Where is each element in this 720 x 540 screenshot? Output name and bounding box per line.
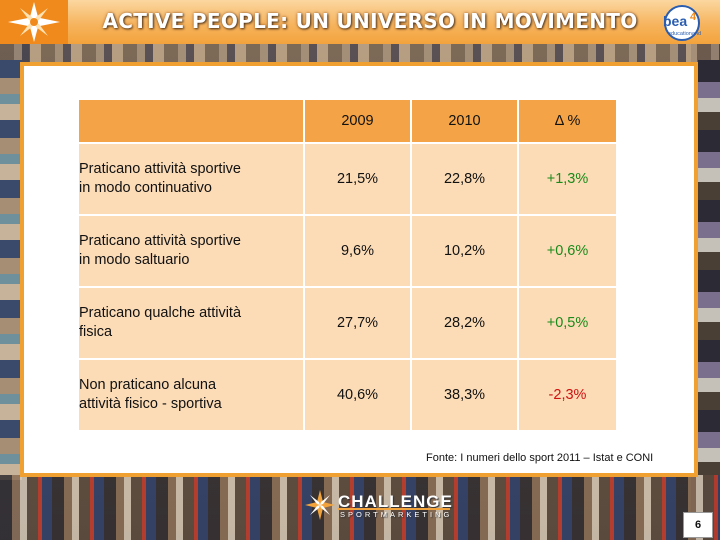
table-row: Non praticano alcuna attività fisico - sp…	[79, 360, 616, 430]
row-label: Praticano qualche attività fisica	[79, 288, 303, 358]
header-bar: ACTIVE PEOPLE: UN UNIVERSO IN MOVIMENTO …	[0, 0, 720, 44]
row-label: Praticano attività sportive in modo conti…	[79, 144, 303, 214]
challenge-star-logo-icon	[305, 490, 335, 520]
challenge-brand-subtitle: SPORTMARKETING	[340, 510, 453, 519]
page-title: ACTIVE PEOPLE: UN UNIVERSO IN MOVIMENTO	[102, 9, 638, 33]
challenge-brand-underline	[338, 508, 450, 510]
challenge-brand-text: CHALLENGE	[338, 492, 453, 511]
cell-2010: 38,3%	[412, 360, 517, 430]
column-header-2009: 2009	[305, 100, 410, 142]
cell-delta: +0,6%	[519, 216, 616, 286]
cell-2009: 9,6%	[305, 216, 410, 286]
statistics-table: 2009 2010 Δ % Praticano attività sportiv…	[77, 98, 618, 432]
table-corner-cell	[79, 100, 303, 142]
svg-text:4: 4	[690, 11, 697, 23]
column-header-delta: Δ %	[519, 100, 616, 142]
cell-2010: 22,8%	[412, 144, 517, 214]
cell-delta: +0,5%	[519, 288, 616, 358]
svg-text:bea: bea	[663, 13, 687, 29]
cell-2010: 28,2%	[412, 288, 517, 358]
cell-2010: 10,2%	[412, 216, 517, 286]
cell-delta: -2,3%	[519, 360, 616, 430]
cell-2009: 40,6%	[305, 360, 410, 430]
page-number: 6	[683, 512, 713, 538]
table-header-row: 2009 2010 Δ %	[79, 100, 616, 142]
row-label: Non praticano alcuna attività fisico - sp…	[79, 360, 303, 430]
table-row: Praticano attività sportive in modo conti…	[79, 144, 616, 214]
column-header-2010: 2010	[412, 100, 517, 142]
background-side-left	[0, 60, 22, 480]
table-row: Praticano qualche attività fisica 27,7% 2…	[79, 288, 616, 358]
background-crowd-bottom	[0, 475, 720, 540]
cell-2009: 27,7%	[305, 288, 410, 358]
source-note: Fonte: I numeri dello sport 2011 – Istat…	[426, 452, 654, 464]
bea-logo-icon: bea 4 educationand	[663, 5, 701, 41]
svg-text:educationand: educationand	[668, 31, 701, 37]
challenge-logo: CHALLENGE SPORTMARKETING	[304, 489, 454, 521]
background-side-right	[698, 60, 720, 480]
sun-star-logo-icon	[0, 0, 68, 44]
cell-2009: 21,5%	[305, 144, 410, 214]
row-label: Praticano attività sportive in modo saltu…	[79, 216, 303, 286]
cell-delta: +1,3%	[519, 144, 616, 214]
table-row: Praticano attività sportive in modo saltu…	[79, 216, 616, 286]
